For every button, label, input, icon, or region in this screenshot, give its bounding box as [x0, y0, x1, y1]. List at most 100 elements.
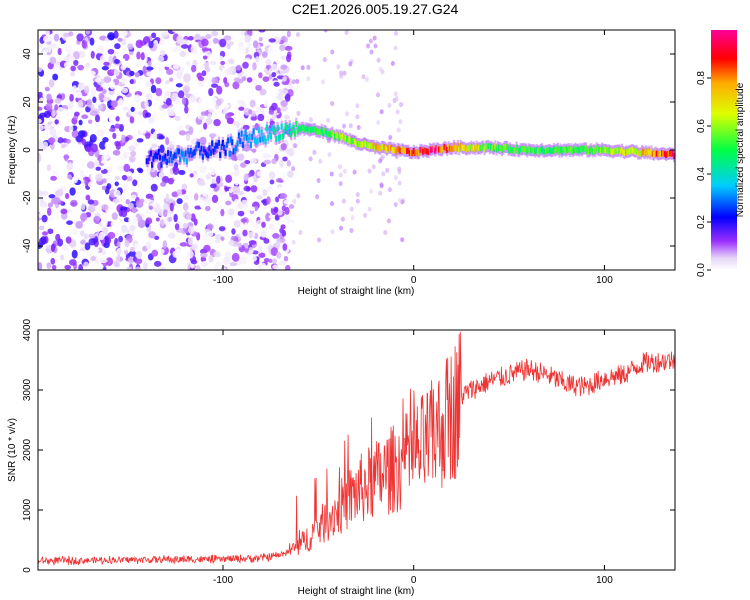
heatmap-noise-cell — [183, 73, 191, 83]
heatmap-noise-cell — [102, 178, 107, 184]
heatmap-noise-cell — [125, 198, 130, 205]
heatmap-ridge-cell — [495, 146, 498, 153]
heatmap-noise-cell — [158, 36, 165, 46]
heatmap-noise-cell — [214, 238, 221, 244]
heatmap-noise-cell — [85, 146, 93, 153]
heatmap-noise-cell — [123, 163, 131, 172]
y-tick-label: 0 — [22, 567, 33, 573]
heatmap-noise-cell — [393, 175, 398, 181]
heatmap-ridge-cell — [492, 145, 496, 152]
heatmap-noise-cell — [234, 178, 239, 186]
heatmap-ridge-cell — [402, 146, 405, 153]
heatmap-noise-cell — [225, 174, 233, 183]
heatmap-ridge-cell — [368, 143, 371, 150]
heatmap-noise-cell — [112, 198, 120, 204]
heatmap-ridge-cell — [643, 150, 646, 157]
heatmap-ridge-cell — [257, 127, 261, 134]
heatmap-noise-cell — [138, 127, 147, 134]
heatmap-noise-cell — [160, 31, 169, 37]
heatmap-ridge-cell — [297, 125, 301, 132]
heatmap-ridge-cell — [161, 155, 164, 162]
heatmap-noise-cell — [129, 116, 135, 124]
heatmap-noise-cell — [187, 113, 193, 119]
heatmap-noise-cell — [148, 116, 155, 124]
heatmap-ridge-cell — [279, 134, 282, 141]
heatmap-noise-cell — [189, 95, 197, 103]
heatmap-noise-cell — [361, 74, 366, 80]
heatmap-ridge-cell — [363, 140, 366, 147]
heatmap-noise-cell — [341, 198, 346, 204]
heatmap-noise-cell — [153, 260, 162, 267]
heatmap-noise-cell — [46, 207, 52, 216]
heatmap-ridge-cell — [241, 141, 245, 148]
heatmap-ridge-cell — [587, 148, 590, 155]
heatmap-ridge-cell — [603, 146, 606, 153]
heatmap-noise-cell — [373, 43, 378, 49]
heatmap-noise-cell — [172, 46, 177, 53]
heatmap-ridge-cell — [435, 145, 438, 152]
heatmap-noise-cell — [53, 210, 59, 216]
heatmap-ridge-cell — [145, 158, 148, 165]
heatmap-noise-cell — [204, 211, 212, 218]
heatmap-noise-cell — [96, 45, 105, 54]
heatmap-noise-cell — [124, 240, 130, 248]
heatmap-ridge-cell — [499, 145, 502, 152]
heatmap-noise-cell — [70, 199, 78, 207]
heatmap-noise-cell — [234, 198, 239, 206]
heatmap-noise-cell — [139, 198, 145, 203]
heatmap-noise-cell — [308, 117, 313, 123]
heatmap-noise-cell — [237, 79, 244, 84]
heatmap-noise-cell — [146, 71, 153, 77]
heatmap-noise-cell — [127, 202, 134, 209]
heatmap-noise-cell — [164, 91, 172, 97]
heatmap-ridge-cell — [159, 154, 162, 161]
heatmap-noise-cell — [228, 239, 235, 246]
heatmap-noise-cell — [60, 143, 66, 149]
heatmap-noise-cell — [199, 115, 204, 120]
heatmap-ridge-cell — [544, 147, 548, 154]
heatmap-noise-cell — [158, 171, 165, 178]
heatmap-noise-cell — [64, 44, 73, 53]
heatmap-noise-cell — [275, 196, 280, 203]
heatmap-noise-cell — [210, 183, 217, 189]
heatmap-noise-cell — [178, 169, 186, 176]
heatmap-noise-cell — [378, 158, 383, 164]
heatmap-noise-cell — [87, 204, 96, 213]
heatmap-ridge-cell — [328, 132, 331, 139]
heatmap-noise-cell — [165, 97, 172, 106]
heatmap-ridge-cell — [252, 128, 255, 135]
heatmap-ridge-cell — [662, 150, 665, 157]
heatmap-noise-cell — [265, 212, 271, 222]
heatmap-noise-cell — [114, 176, 121, 181]
snr-background — [38, 330, 675, 570]
heatmap-noise-cell — [158, 98, 164, 106]
heatmap-ridge-cell — [615, 147, 618, 154]
spectrogram-marks — [38, 30, 675, 270]
heatmap-noise-cell — [121, 58, 126, 67]
heatmap-noise-cell — [46, 93, 52, 101]
heatmap-ridge-cell — [196, 141, 199, 148]
heatmap-noise-cell — [236, 100, 245, 105]
heatmap-ridge-cell — [570, 146, 573, 153]
heatmap-noise-cell — [282, 156, 288, 162]
heatmap-noise-cell — [101, 250, 107, 256]
heatmap-noise-cell — [83, 261, 89, 268]
heatmap-noise-cell — [118, 235, 123, 243]
heatmap-ridge-cell — [237, 132, 241, 139]
heatmap-noise-cell — [397, 180, 402, 186]
heatmap-ridge-cell — [490, 143, 493, 150]
heatmap-ridge-cell — [586, 148, 589, 155]
heatmap-noise-cell — [145, 241, 152, 250]
heatmap-noise-cell — [176, 198, 183, 205]
heatmap-noise-cell — [46, 262, 52, 269]
heatmap-ridge-cell — [171, 157, 174, 164]
heatmap-noise-cell — [241, 76, 247, 82]
heatmap-noise-cell — [225, 200, 232, 206]
heatmap-noise-cell — [387, 187, 392, 193]
heatmap-noise-cell — [371, 164, 376, 170]
heatmap-noise-cell — [206, 231, 214, 237]
heatmap-ridge-cell — [456, 142, 459, 149]
heatmap-ridge-cell — [192, 150, 195, 157]
heatmap-ridge-cell — [382, 144, 385, 151]
heatmap-noise-cell — [336, 64, 341, 70]
